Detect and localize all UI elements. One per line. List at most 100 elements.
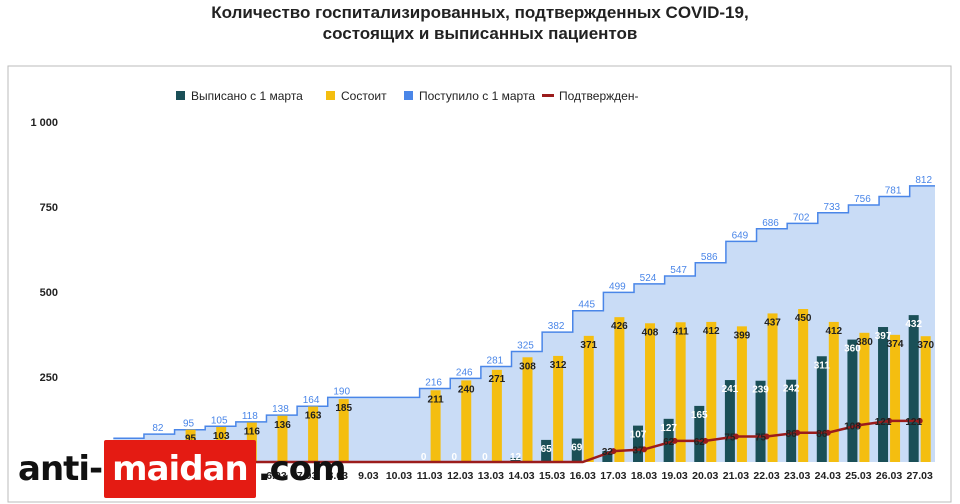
current-label: 371 <box>580 340 597 351</box>
admissions-label: 756 <box>854 194 871 205</box>
discharged-label: 241 <box>722 384 739 395</box>
discharged-bar <box>571 438 582 462</box>
discharged-bar <box>847 339 858 462</box>
current-bar <box>798 309 809 462</box>
legend-label: Подтвержден- <box>559 89 638 103</box>
confirmed-label: 108 <box>844 421 861 432</box>
current-label: 426 <box>611 321 628 332</box>
current-bar <box>675 322 686 462</box>
confirmed-point <box>763 433 770 440</box>
confirmed-label: 32 <box>602 447 614 458</box>
title-line-1: Количество госпитализированных, подтверж… <box>211 3 749 22</box>
x-tick-label: 8.03 <box>328 470 349 482</box>
current-label: 116 <box>244 427 261 438</box>
admissions-label: 164 <box>303 395 320 406</box>
admissions-label: 216 <box>425 378 442 389</box>
admissions-label: 281 <box>487 355 504 366</box>
current-label: 136 <box>274 420 291 431</box>
watermark-part-3: .com <box>257 449 347 489</box>
title-line-2: состоящих и выписанных пациентов <box>322 24 638 43</box>
current-bar <box>859 332 870 462</box>
confirmed-point <box>855 422 862 429</box>
x-tick-label: 9.03 <box>358 470 379 482</box>
legend-label: Выписано с 1 марта <box>191 89 303 103</box>
current-bar <box>338 399 349 462</box>
current-label: 370 <box>917 340 934 351</box>
current-label: 312 <box>550 360 567 371</box>
discharged-bar <box>694 405 705 462</box>
x-tick-label: 27.03 <box>907 470 933 482</box>
current-label: 308 <box>519 361 536 372</box>
watermark-part-1: anti- <box>18 449 103 489</box>
current-bar <box>583 335 594 462</box>
discharged-bar <box>724 380 735 462</box>
admissions-step-line <box>113 185 935 439</box>
discharged-bar <box>816 356 827 462</box>
y-tick-label: 250 <box>40 372 58 384</box>
admissions-label: 246 <box>456 367 473 378</box>
x-tick-label: 7.03 <box>297 470 318 482</box>
discharged-label: 311 <box>814 360 831 371</box>
discharged-bar <box>510 457 521 462</box>
current-bar <box>277 415 288 462</box>
current-label: 185 <box>335 403 352 414</box>
current-bar <box>614 317 625 462</box>
confirmed-line <box>123 419 920 464</box>
current-bar <box>920 336 931 462</box>
admissions-label: 82 <box>152 423 164 434</box>
current-label: 163 <box>305 411 322 422</box>
discharged-bar <box>602 451 613 462</box>
current-label: 399 <box>734 330 751 341</box>
x-tick-label: 19.03 <box>662 470 688 482</box>
confirmed-label: 86 <box>786 429 798 440</box>
confirmed-label: 121 <box>905 417 922 428</box>
admissions-label: 95 <box>183 419 195 430</box>
confirmed-point <box>794 429 801 436</box>
admissions-label: 812 <box>915 175 932 186</box>
discharged-label: 69 <box>571 443 583 454</box>
admissions-label: 118 <box>242 411 258 422</box>
confirmed-label: 86 <box>816 429 828 440</box>
current-label: 380 <box>856 337 873 348</box>
confirmed-label: 75 <box>755 433 767 444</box>
admissions-label: 190 <box>333 386 350 397</box>
current-bar <box>828 321 839 462</box>
discharged-label: 0 <box>451 452 457 463</box>
x-tick-label: 16.03 <box>570 470 596 482</box>
current-label: 103 <box>213 431 230 442</box>
discharged-bar <box>878 327 889 462</box>
current-label: 437 <box>764 317 781 328</box>
current-label: 271 <box>489 374 506 385</box>
admissions-label: 649 <box>732 230 749 241</box>
confirmed-point <box>824 429 831 436</box>
current-bar <box>430 390 441 462</box>
x-tick-label: 6.03 <box>266 470 287 482</box>
admissions-label: 445 <box>578 300 595 311</box>
x-tick-label: 17.03 <box>600 470 626 482</box>
current-bar <box>767 313 778 462</box>
admissions-label: 138 <box>272 404 289 415</box>
legend-swatch <box>404 91 413 100</box>
admissions-label: 702 <box>793 212 810 223</box>
confirmed-point <box>916 417 923 424</box>
current-bar <box>736 326 747 462</box>
x-tick-label: 21.03 <box>723 470 749 482</box>
y-tick-label: 500 <box>40 287 58 299</box>
admissions-label: 382 <box>548 321 565 332</box>
admissions-label: 733 <box>823 202 840 213</box>
discharged-label: 0 <box>421 452 427 463</box>
confirmed-label: 37 <box>632 445 644 456</box>
y-tick-label: 750 <box>40 202 58 214</box>
discharged-label: 12 <box>510 452 522 463</box>
confirmed-label: 121 <box>875 417 892 428</box>
admissions-label: 547 <box>670 265 687 276</box>
x-tick-label: 15.03 <box>539 470 565 482</box>
current-bar <box>706 321 717 462</box>
legend-swatch <box>326 91 335 100</box>
discharged-bar <box>755 380 766 462</box>
x-tick-label: 14.03 <box>508 470 534 482</box>
discharged-label: 107 <box>630 430 647 441</box>
x-tick-label: 22.03 <box>753 470 779 482</box>
discharged-label: 432 <box>905 319 922 330</box>
